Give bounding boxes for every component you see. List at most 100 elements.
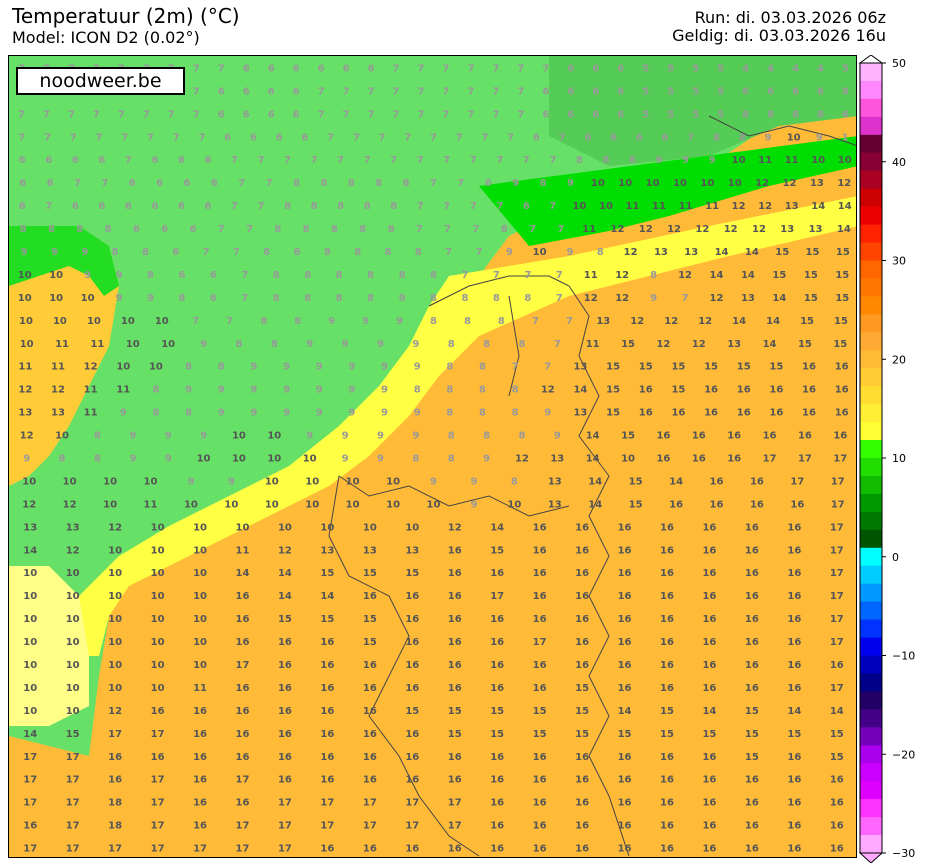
- grid-temperature-value: 16: [405, 844, 419, 855]
- grid-temperature-value: 14: [278, 591, 292, 602]
- grid-temperature-value: 16: [193, 798, 207, 809]
- coastal-strip: [479, 136, 856, 246]
- grid-temperature-value: 10: [303, 454, 317, 465]
- grid-temperature-value: 10: [305, 499, 319, 510]
- grid-temperature-value: 15: [772, 270, 786, 281]
- grid-temperature-value: 7: [475, 247, 482, 258]
- grid-temperature-value: 16: [193, 706, 207, 717]
- grid-temperature-value: 16: [575, 844, 589, 855]
- grid-temperature-value: 6: [210, 293, 217, 304]
- grid-temperature-value: 16: [448, 775, 462, 786]
- colorbar-swatch: [860, 260, 882, 279]
- grid-temperature-value: 8: [512, 385, 519, 396]
- grid-temperature-value: 7: [311, 155, 318, 166]
- grid-temperature-value: 15: [639, 362, 653, 373]
- grid-temperature-value: 7: [544, 362, 551, 373]
- grid-temperature-value: 17: [405, 798, 419, 809]
- grid-temperature-value: 9: [412, 431, 419, 442]
- north-sea-area: [9, 56, 856, 756]
- grid-temperature-value: 7: [231, 201, 238, 212]
- grid-temperature-value: 16: [618, 637, 632, 648]
- grid-temperature-value: 8: [501, 224, 508, 235]
- colorbar-swatch: [860, 368, 882, 387]
- grid-temperature-value: 10: [49, 270, 63, 281]
- grid-temperature-value: 6: [617, 86, 624, 97]
- grid-temperature-value: 8: [399, 270, 406, 281]
- grid-temperature-value: 12: [515, 454, 529, 465]
- grid-temperature-value: 17: [490, 591, 504, 602]
- grid-temperature-value: 15: [835, 270, 849, 281]
- grid-temperature-value: 16: [660, 660, 674, 671]
- grid-temperature-value: 10: [108, 637, 122, 648]
- grid-temperature-value: 10: [23, 568, 37, 579]
- grid-temperature-value: 16: [278, 683, 292, 694]
- grid-temperature-value: 12: [678, 270, 692, 281]
- grid-temperature-value: 16: [745, 821, 759, 832]
- grid-temperature-value: 10: [224, 499, 238, 510]
- grid-temperature-value: 15: [618, 729, 632, 740]
- colorbar-swatch: [860, 601, 882, 621]
- grid-temperature-value: 17: [23, 752, 37, 763]
- grid-temperature-value: 10: [184, 499, 198, 510]
- grid-temperature-value: 17: [831, 476, 845, 487]
- grid-temperature-value: 7: [203, 247, 210, 258]
- grid-temperature-value: 7: [258, 201, 265, 212]
- grid-temperature-value: 7: [143, 109, 150, 120]
- uk-coast-green: [9, 226, 119, 296]
- grid-temperature-value: 16: [236, 614, 250, 625]
- grid-temperature-value: 16: [108, 752, 122, 763]
- grid-temperature-value: 10: [23, 591, 37, 602]
- grid-temperature-value: 16: [702, 522, 716, 533]
- grid-temperature-value: 16: [830, 660, 844, 671]
- grid-temperature-value: 7: [549, 201, 556, 212]
- grid-temperature-value: 10: [103, 476, 117, 487]
- grid-temperature-value: 16: [835, 408, 849, 419]
- grid-temperature-value: 7: [121, 132, 128, 143]
- grid-temperature-value: 16: [320, 660, 334, 671]
- grid-temperature-value: 10: [197, 454, 211, 465]
- grid-temperature-value: 9: [228, 476, 235, 487]
- grid-temperature-value: 16: [660, 568, 674, 579]
- colorbar-swatch: [860, 134, 882, 154]
- grid-temperature-value: 8: [273, 270, 280, 281]
- grid-temperature-value: 6: [19, 201, 26, 212]
- grid-temperature-value: 8: [336, 293, 343, 304]
- grid-temperature-value: 16: [448, 844, 462, 855]
- grid-temperature-value: 15: [629, 476, 643, 487]
- grid-temperature-value: 6: [243, 86, 250, 97]
- grid-temperature-value: 17: [236, 660, 250, 671]
- grid-temperature-value: 15: [704, 362, 718, 373]
- grid-temperature-value: 14: [715, 247, 729, 258]
- grid-temperature-value: 13: [51, 408, 65, 419]
- grid-temperature-value: 17: [363, 798, 377, 809]
- grid-temperature-value: 17: [448, 798, 462, 809]
- grid-temperature-value: 16: [656, 454, 670, 465]
- grid-temperature-value: 8: [512, 408, 519, 419]
- grid-temperature-value: 16: [704, 408, 718, 419]
- grid-temperature-value: 9: [381, 408, 388, 419]
- grid-temperature-value: 10: [66, 706, 80, 717]
- grid-temperature-value: 6: [98, 155, 105, 166]
- grid-temperature-value: 16: [618, 545, 632, 556]
- grid-temperature-value: 9: [342, 339, 349, 350]
- grid-temperature-value: 11: [18, 362, 32, 373]
- grid-temperature-value: 10: [22, 476, 36, 487]
- grid-temperature-value: 16: [533, 683, 547, 694]
- grid-temperature-value: 12: [108, 706, 122, 717]
- grid-temperature-value: 7: [417, 155, 424, 166]
- grid-temperature-value: 12: [20, 431, 34, 442]
- grid-temperature-value: 9: [306, 431, 313, 442]
- grid-temperature-value: 16: [363, 844, 377, 855]
- temperature-map: 7 7 7 7 7 7 7 7 7 6 6 6 6 6 6 7 7 7 7 7 7 7 6 6 6 5 5 5 5 4 4 4 4 5 7 7 7 7 7 7…: [8, 55, 857, 858]
- grid-temperature-value: 6: [268, 86, 275, 97]
- colorbar-swatch: [860, 224, 882, 244]
- grid-temperature-value: 17: [193, 844, 207, 855]
- grid-temperature-value: 6: [250, 132, 257, 143]
- grid-temperature-value: 7: [193, 86, 200, 97]
- grid-temperature-value: 8: [304, 293, 311, 304]
- grid-temperature-value: 17: [320, 798, 334, 809]
- grid-temperature-value: 8: [367, 293, 374, 304]
- grid-temperature-value: 8: [446, 362, 453, 373]
- grid-temperature-value: 12: [108, 522, 122, 533]
- grid-temperature-value: 16: [745, 591, 759, 602]
